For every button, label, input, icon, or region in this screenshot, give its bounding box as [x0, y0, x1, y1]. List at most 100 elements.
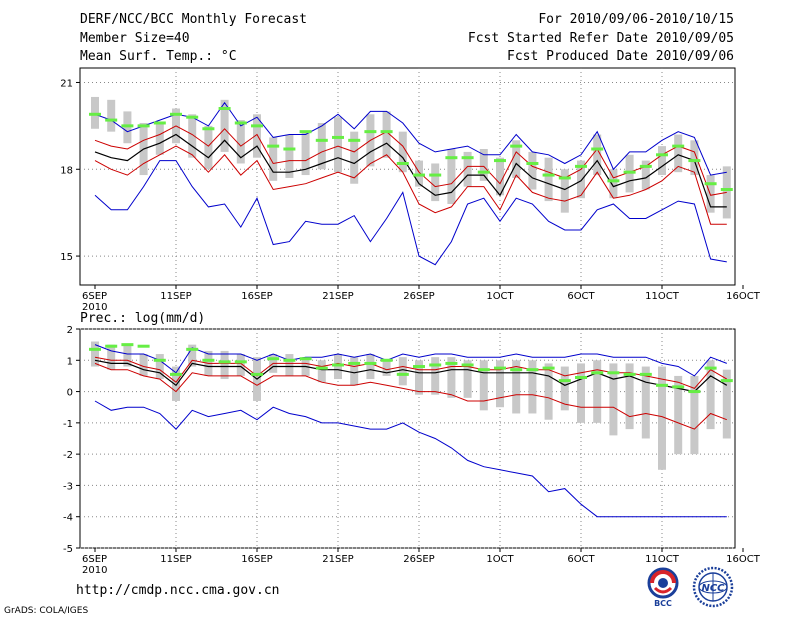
temp-observed-marker: [526, 161, 539, 165]
prec-ytick-label: -3: [63, 481, 73, 492]
prec-ensemble-bar: [172, 366, 180, 401]
temp-observed-marker: [429, 173, 442, 177]
prec-ensemble-bar: [722, 369, 731, 439]
temp-xtick-label: 16OCT: [726, 291, 761, 302]
prec-observed-marker: [153, 358, 166, 362]
prec-ensemble-bar: [447, 357, 456, 398]
temp-ensemble-bar: [317, 122, 326, 170]
prec-ensemble-bar: [641, 366, 650, 439]
temp-line-mean: [94, 133, 727, 208]
prec-line-mean: [94, 359, 728, 393]
prec-observed-marker: [542, 366, 555, 370]
prec-ytick-label: 1: [67, 356, 73, 367]
temp-observed-marker: [688, 159, 701, 163]
prec-ytick-label: -1: [63, 419, 73, 430]
temp-line-lower: [94, 145, 727, 225]
temp-ensemble-bar: [593, 134, 602, 176]
prec-plot-frame: [79, 328, 736, 549]
prec-line-min: [94, 400, 727, 518]
temp-ytick-label: 18: [60, 165, 73, 176]
prec-observed-marker: [396, 372, 409, 376]
temp-observed-marker: [299, 130, 312, 134]
temp-observed-marker: [623, 170, 636, 174]
prec-ytick-label: 2: [67, 325, 73, 336]
prec-observed-marker: [639, 372, 652, 376]
prec-xtick-label: 26SEP: [403, 554, 434, 565]
temp-ensemble-bar: [155, 122, 164, 155]
temp-ytick-label: 15: [60, 252, 73, 263]
temp-ensemble-bar: [658, 146, 666, 176]
prec-ensemble-bar: [463, 360, 472, 398]
temp-line-min: [94, 160, 727, 266]
temp-ensemble-bar: [528, 151, 537, 190]
prec-ensemble-bar: [236, 354, 245, 376]
prec-observed-marker: [332, 363, 344, 367]
prec-observed-marker: [510, 368, 523, 372]
temp-ensemble-bar: [285, 134, 294, 178]
prec-ensemble-bar: [188, 344, 197, 367]
temp-ensemble-bar: [398, 131, 407, 173]
prec-observed-marker: [720, 379, 733, 383]
prec-xtick-label: 11SEP: [160, 554, 191, 565]
temp-observed-marker: [105, 118, 118, 122]
temp-observed-marker: [170, 112, 182, 116]
temp-ensemble-bar: [496, 157, 504, 196]
temp-observed-marker: [575, 164, 587, 168]
temp-ensemble-bar: [220, 99, 229, 152]
source-url[interactable]: http://cmdp.ncc.cma.gov.cn: [76, 583, 280, 598]
prec-line-upper: [94, 356, 728, 389]
temp-observed-marker: [186, 115, 199, 119]
temp-ensemble-bar: [674, 134, 683, 173]
prec-observed-marker: [704, 366, 717, 370]
prec-ensemble-bar: [107, 344, 116, 370]
temp-observed-marker: [542, 173, 555, 177]
temp-observed-marker: [267, 144, 280, 148]
bcc-logo: BCC: [647, 567, 679, 608]
prec-ensemble-bar: [479, 360, 488, 411]
temp-ensemble-bar: [577, 160, 585, 199]
temp-panel: 15 18 21 6SEP 11SEP 16SEP 21SEP 26SEP 1OCT 6OCT 11…: [60, 67, 761, 313]
temp-observed-marker: [656, 153, 668, 157]
temp-xtick-label: 1OCT: [486, 291, 514, 302]
prec-ensemble-bar: [706, 360, 715, 430]
prec-xtick-label: 6SEP: [82, 554, 107, 565]
prec-observed-marker: [251, 372, 263, 376]
prec-ensemble-bar: [625, 363, 634, 430]
prec-observed-marker: [656, 383, 668, 387]
prec-ensemble-bar: [577, 363, 585, 423]
prec-observed-marker: [688, 390, 701, 394]
temp-observed-marker: [218, 107, 231, 111]
temp-line-max: [94, 101, 727, 176]
temp-observed-marker: [607, 179, 620, 183]
prec-observed-marker: [89, 347, 101, 351]
prec-xtick-label: 6OCT: [567, 554, 595, 565]
prec-observed-marker: [607, 371, 620, 375]
prec-xtick-label: 16SEP: [241, 554, 272, 565]
prec-ensemble-bar: [285, 354, 294, 376]
prec-observed-marker: [494, 366, 506, 370]
temp-ensemble-bar: [253, 114, 261, 158]
prec-observed-marker: [672, 385, 685, 389]
prec-ensemble-bar: [220, 350, 229, 380]
temp-observed-marker: [558, 176, 571, 180]
temp-observed-marker: [494, 159, 506, 163]
prec-ytick-label: 0: [67, 388, 73, 399]
temp-observed-marker: [153, 121, 166, 125]
temp-xtick-label: 16SEP: [241, 291, 272, 302]
prec-ensemble-bar: [334, 354, 342, 380]
temp-ensemble-bar: [188, 114, 197, 158]
prec-observed-marker: [623, 372, 636, 376]
prec-observed-marker: [170, 372, 182, 376]
prec-ensemble-bar: [382, 360, 391, 376]
prec-ensemble-bar: [593, 360, 602, 423]
temp-xtick-label: 6OCT: [567, 291, 595, 302]
temp-observed-marker: [396, 161, 409, 165]
temp-ensemble-bar: [236, 120, 245, 164]
prec-observed-marker: [526, 368, 539, 372]
prec-observed-marker: [283, 358, 296, 362]
temp-xtick-year: 2010: [82, 302, 107, 313]
prec-observed-marker: [105, 344, 118, 348]
prec-ensemble-bar: [690, 375, 699, 455]
